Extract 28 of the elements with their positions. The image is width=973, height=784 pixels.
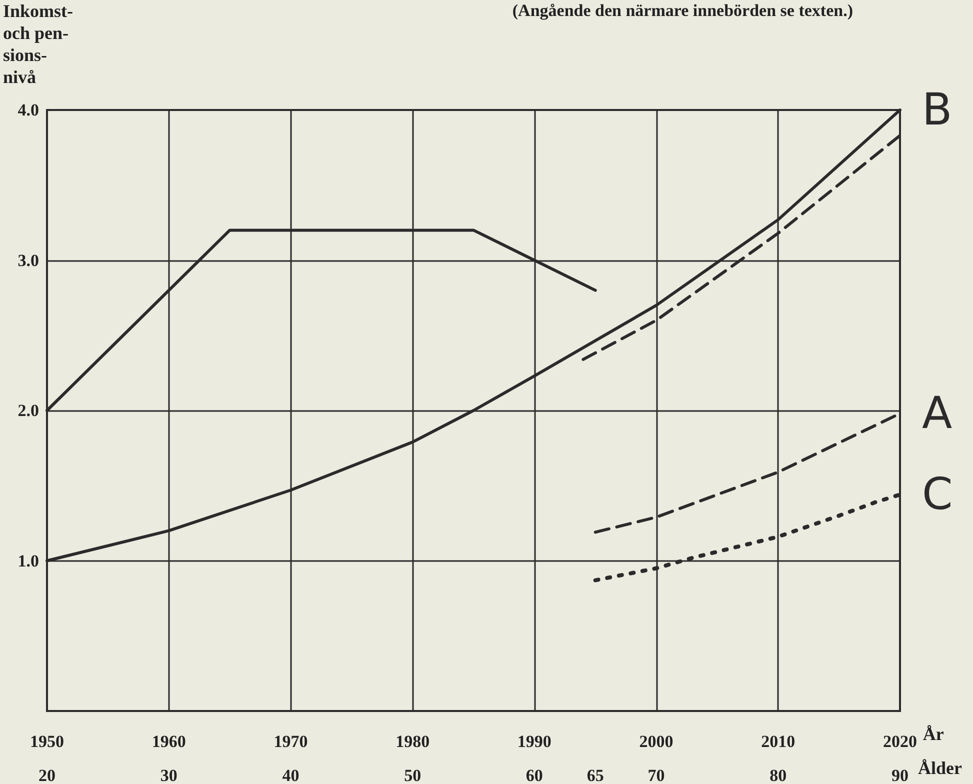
x-tick-label: 1970 — [274, 732, 308, 751]
x-tick-label: 2020 — [883, 732, 917, 751]
x-tick-label: 1980 — [396, 732, 430, 751]
x2-tick-label: 20 — [38, 766, 56, 784]
x-tick-label: 1950 — [30, 732, 64, 751]
y-tick-label: 4.0 — [18, 100, 39, 120]
x2-axis-title: Ålder — [918, 758, 962, 778]
series-label: A — [922, 388, 952, 440]
text: (Angående den närmare innebörden se texten.) — [512, 1, 854, 20]
x-tick-label: 2010 — [761, 732, 796, 751]
x2-tick-label: 90 — [892, 766, 908, 784]
x2-tick-label: 65 — [586, 766, 604, 784]
x-tick-label: 2000 — [639, 732, 674, 751]
y-tick-label: 3.0 — [18, 250, 39, 270]
x2-tick-label: 70 — [648, 766, 665, 784]
y-tick-label: 1.0 — [18, 551, 39, 570]
x2-tick-label: 40 — [282, 766, 300, 784]
y-axis-title: Inkomst- och pen- sions- nivå — [3, 1, 74, 87]
series-label: C — [922, 469, 953, 520]
x2-tick-label: 60 — [526, 766, 543, 784]
x2-tick-label: 80 — [770, 766, 787, 784]
y-tick-label: 2.0 — [18, 401, 39, 420]
series-label: B — [922, 84, 952, 136]
x-tick-label: 1990 — [517, 732, 552, 751]
x2-tick-label: 30 — [160, 766, 178, 784]
x-axis-title: År — [922, 724, 944, 744]
x-tick-label: 1960 — [152, 732, 186, 751]
x2-tick-label: 50 — [404, 766, 422, 784]
